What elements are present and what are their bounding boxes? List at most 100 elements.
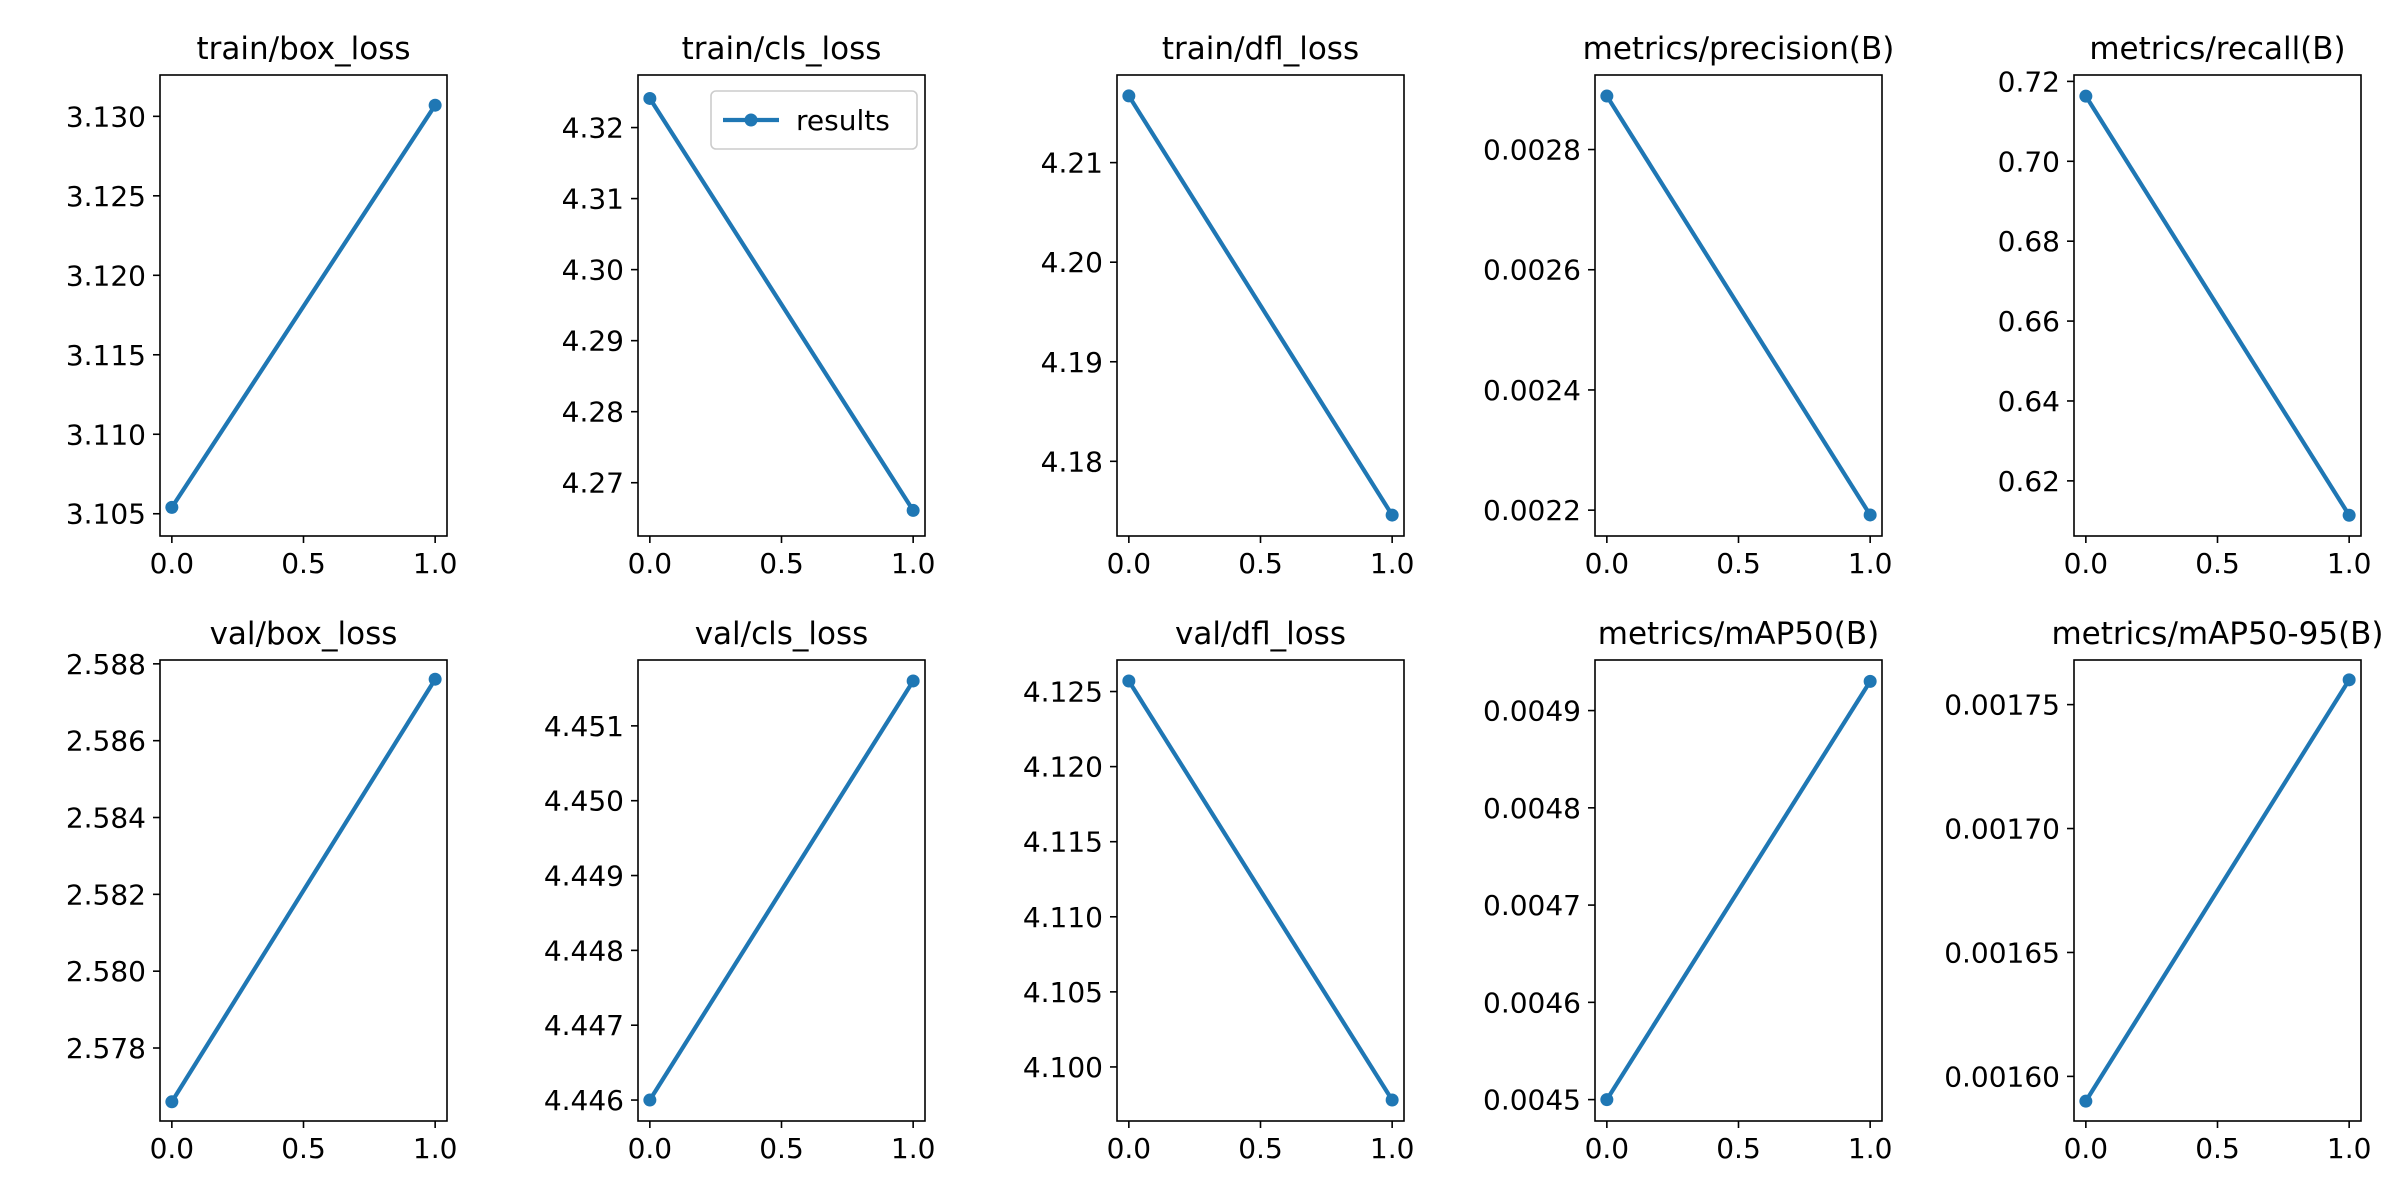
chart-panel: train/box_loss 0.0 0.5 1.0 3.105 3.110 3.115 3.…	[66, 31, 458, 580]
y-tick-label: 0.00165	[1944, 936, 2060, 969]
chart-panel: metrics/mAP50(B) 0.0 0.5 1.0 0.0045 0.0046 0.0…	[1483, 616, 1892, 1165]
y-tick-label: 0.0026	[1483, 254, 1581, 287]
chart-panel: train/dfl_loss 0.0 0.5 1.0 4.18 4.19 4.20 4.21	[1041, 31, 1415, 580]
x-tick-label: 0.5	[1238, 1132, 1283, 1165]
series-line	[1605, 680, 1872, 1101]
series-line	[1127, 679, 1394, 1102]
chart-title: train/box_loss	[196, 31, 410, 67]
y-tick-label: 3.125	[66, 180, 146, 213]
y-tick-label: 3.130	[66, 100, 146, 133]
series-line	[2084, 95, 2351, 517]
y-tick-label: 4.28	[562, 396, 624, 429]
legend-marker	[744, 113, 758, 127]
data-point	[2079, 1094, 2093, 1108]
y-tick-label: 4.31	[562, 183, 624, 216]
y-tick-label: 3.105	[66, 498, 146, 531]
x-tick-label: 1.0	[1848, 1132, 1893, 1165]
x-tick-label: 1.0	[891, 1132, 936, 1165]
y-tick-label: 4.449	[544, 860, 624, 893]
y-tick-label: 4.105	[1023, 976, 1103, 1009]
series-line	[2084, 678, 2351, 1103]
chart-panel: metrics/precision(B) 0.0 0.5 1.0 0.0022 0.002…	[1483, 31, 1894, 580]
y-tick-label: 0.00160	[1944, 1060, 2060, 1093]
series-line	[1605, 94, 1872, 517]
data-point	[1863, 508, 1877, 522]
y-tick-label: 4.450	[544, 785, 624, 818]
y-tick-label: 3.120	[66, 259, 146, 292]
x-tick-label: 1.0	[1370, 547, 1415, 580]
chart-title: metrics/precision(B)	[1583, 31, 1895, 67]
plot-frame	[1116, 659, 1405, 1122]
y-tick-label: 4.30	[562, 254, 624, 287]
y-tick-label: 0.0045	[1483, 1084, 1581, 1117]
y-tick-label: 0.0048	[1483, 792, 1581, 825]
y-tick-label: 4.19	[1041, 346, 1103, 379]
legend-box	[710, 90, 918, 150]
y-tick-label: 4.32	[562, 112, 624, 145]
x-tick-label: 0.0	[628, 1132, 673, 1165]
series-line	[1127, 94, 1394, 517]
data-point	[165, 500, 179, 514]
data-point	[1863, 674, 1877, 688]
y-tick-label: 2.588	[66, 648, 146, 681]
x-tick-label: 0.5	[2195, 1132, 2240, 1165]
y-tick-label: 4.447	[544, 1009, 624, 1042]
data-point	[643, 1093, 657, 1107]
y-tick-label: 2.586	[66, 725, 146, 758]
x-tick-label: 0.0	[628, 547, 673, 580]
legend: results	[710, 90, 918, 150]
y-tick-label: 2.578	[66, 1032, 146, 1065]
x-tick-label: 0.0	[1107, 1132, 1152, 1165]
data-point	[1385, 508, 1399, 522]
series-line	[170, 678, 437, 1103]
x-tick-label: 0.5	[1716, 1132, 1761, 1165]
plot-frame	[2073, 74, 2362, 537]
y-tick-label: 2.580	[66, 955, 146, 988]
data-point	[2342, 673, 2356, 687]
y-tick-label: 0.68	[1998, 225, 2060, 258]
y-tick-label: 2.584	[66, 802, 146, 835]
x-tick-label: 0.0	[1585, 1132, 1630, 1165]
series-line	[648, 97, 915, 512]
data-point	[165, 1095, 179, 1109]
plot-frame	[637, 659, 926, 1122]
chart-title: val/cls_loss	[695, 616, 869, 652]
x-tick-label: 1.0	[2327, 1132, 2372, 1165]
chart-title: val/dfl_loss	[1175, 616, 1346, 652]
y-tick-label: 3.110	[66, 418, 146, 451]
x-tick-label: 0.5	[1716, 547, 1761, 580]
plot-frame	[1594, 74, 1883, 537]
x-tick-label: 0.5	[1238, 547, 1283, 580]
series-line	[648, 679, 915, 1102]
y-tick-label: 0.62	[1998, 465, 2060, 498]
x-tick-label: 0.0	[150, 547, 195, 580]
data-point	[428, 98, 442, 112]
y-tick-label: 0.0028	[1483, 134, 1581, 167]
x-tick-label: 0.0	[2064, 1132, 2109, 1165]
y-tick-label: 0.66	[1998, 305, 2060, 338]
x-tick-label: 1.0	[413, 1132, 458, 1165]
y-tick-label: 4.446	[544, 1084, 624, 1117]
chart-panel: metrics/recall(B) 0.0 0.5 1.0 0.62 0.64 0.66 0.…	[1998, 31, 2372, 580]
chart-panel: train/cls_loss 0.0 0.5 1.0 4.27 4.28 4.29 4.30 4…	[562, 31, 936, 580]
y-tick-label: 4.20	[1041, 246, 1103, 279]
data-point	[1122, 674, 1136, 688]
data-point	[643, 91, 657, 105]
y-tick-label: 0.0022	[1483, 494, 1581, 527]
data-point	[1385, 1093, 1399, 1107]
y-tick-label: 0.0024	[1483, 374, 1581, 407]
x-tick-label: 0.5	[281, 1132, 326, 1165]
y-tick-label: 3.115	[66, 339, 146, 372]
chart-title: train/dfl_loss	[1162, 31, 1359, 67]
y-tick-label: 4.448	[544, 934, 624, 967]
x-tick-label: 0.5	[759, 547, 804, 580]
x-tick-label: 0.5	[281, 547, 326, 580]
plot-frame	[1594, 659, 1883, 1122]
chart-panel: val/box_loss 0.0 0.5 1.0 2.578 2.580 2.582 2.58…	[66, 616, 458, 1165]
chart-title: metrics/recall(B)	[2089, 31, 2345, 67]
y-tick-label: 0.0046	[1483, 986, 1581, 1019]
x-tick-label: 0.0	[2064, 547, 2109, 580]
y-tick-label: 0.00175	[1944, 689, 2060, 722]
data-point	[1122, 89, 1136, 103]
